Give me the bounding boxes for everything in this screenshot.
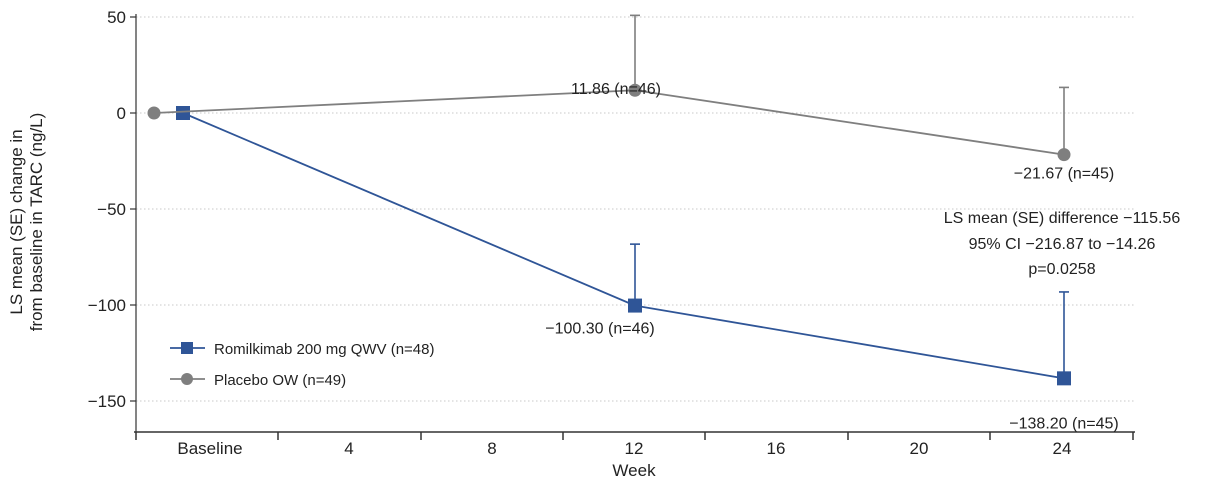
x-tick-label: 16	[767, 439, 786, 458]
axis-titles: Week LS mean (SE) change in from baseline …	[7, 113, 656, 480]
data-point	[628, 298, 642, 313]
legend-label: Placebo OW (n=49)	[214, 372, 346, 389]
data-label: −138.20 (n=45)	[1009, 415, 1118, 432]
annotation-line: 95% CI −216.87 to −14.26	[969, 236, 1156, 253]
legend: Romilkimab 200 mg QWV (n=48) Placebo OW (…	[170, 341, 435, 389]
y-tick-label: −50	[97, 200, 126, 219]
y-axis-title: LS mean (SE) change in	[7, 129, 26, 314]
data-label: −21.67 (n=45)	[1014, 166, 1115, 183]
x-tick-label: Baseline	[177, 439, 242, 458]
legend-item: Romilkimab 200 mg QWV (n=48)	[170, 341, 435, 358]
annotation: LS mean (SE) difference −115.56 95% CI −2…	[944, 210, 1181, 278]
axes: 50 0 −50 −100 −150 Baseline 4 8 12 16 20 24	[88, 8, 1135, 458]
series-romilkimab	[176, 106, 1071, 386]
series-line	[182, 112, 1065, 380]
data-point	[628, 83, 642, 97]
y-tick-label: 0	[117, 104, 126, 123]
series-placebo	[147, 14, 1071, 162]
data-label: −100.30 (n=46)	[545, 321, 654, 338]
x-tick-label: 24	[1053, 439, 1072, 458]
x-tick-label: 20	[910, 439, 929, 458]
data-point	[1057, 148, 1071, 162]
x-axis-title: Week	[612, 461, 656, 480]
y-tick-label: 50	[107, 8, 126, 27]
legend-item: Placebo OW (n=49)	[170, 372, 346, 389]
y-tick-label: −100	[88, 296, 126, 315]
x-tick-label: 4	[344, 439, 353, 458]
legend-marker	[181, 373, 193, 385]
series-layer	[147, 14, 1071, 386]
x-tick-label: 8	[487, 439, 496, 458]
y-axis-title: from baseline in TARC (ng/L)	[27, 113, 46, 332]
x-tick-label: 12	[625, 439, 644, 458]
data-point	[1057, 371, 1071, 386]
grid	[136, 16, 1135, 402]
data-label: 11.86 (n=46)	[571, 81, 661, 98]
data-point	[176, 106, 190, 120]
legend-marker	[181, 342, 193, 354]
annotation-line: p=0.0258	[1028, 261, 1095, 278]
annotation-line: LS mean (SE) difference −115.56	[944, 210, 1181, 227]
data-labels: −100.30 (n=46) −138.20 (n=45) 11.86 (n=46)…	[545, 81, 1118, 432]
series-line	[153, 89, 1065, 156]
y-tick-label: −150	[88, 392, 126, 411]
data-point	[147, 106, 161, 120]
legend-label: Romilkimab 200 mg QWV (n=48)	[214, 341, 435, 358]
